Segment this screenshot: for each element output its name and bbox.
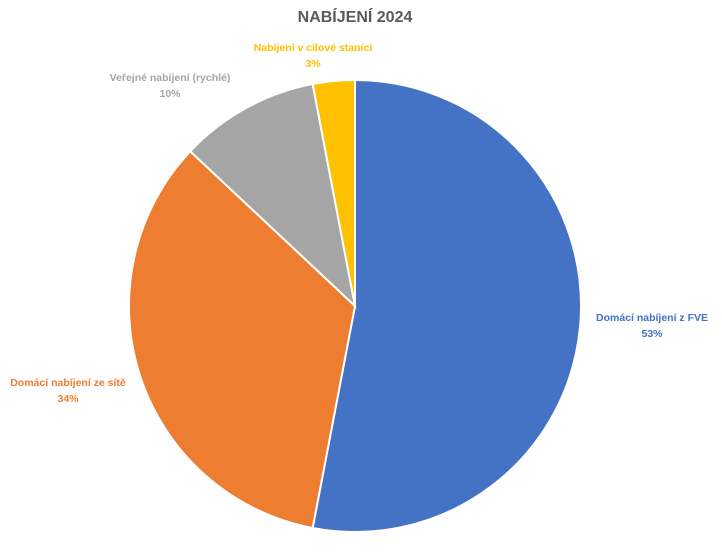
chart-title: NABÍJENÍ 2024: [298, 7, 413, 26]
pie-slice: [188, 82, 357, 309]
pie-slice: [128, 149, 357, 530]
slice-label: Domácí nabíjení ze sítě: [10, 377, 126, 389]
slice-label: Veřejné nabíjení (rychlé): [110, 72, 231, 84]
slice-value-label: 10%: [159, 88, 181, 100]
slice-value-label: 34%: [57, 393, 79, 405]
slice-value-label: 53%: [641, 328, 663, 340]
pie-slice: [311, 78, 356, 307]
slice-label: Nabíjení v cílové stanici: [254, 42, 373, 54]
pie-slice: [311, 78, 582, 533]
slice-label: Domácí nabíjení z FVE: [596, 312, 708, 324]
slice-value-label: 3%: [305, 58, 321, 70]
